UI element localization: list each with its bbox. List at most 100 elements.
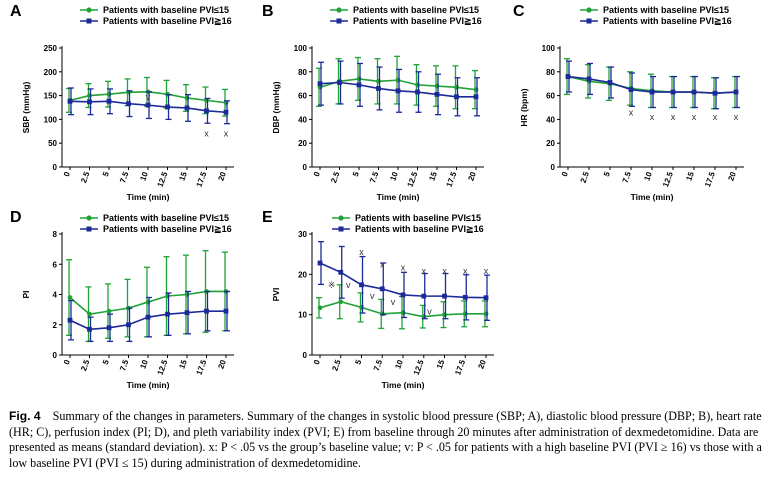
data-point [223, 308, 229, 314]
figure: A Patients with baseline PVI≤15 Patients w… [10, 3, 744, 390]
data-point [434, 92, 440, 97]
legend-label: Patients with baseline PVI≧16 [353, 16, 482, 26]
legend-entry: Patients with baseline PVI≤15 [580, 5, 729, 15]
significance-marker: x [734, 112, 739, 122]
x-tick-label: 17.5 [445, 170, 459, 188]
x-tick-label: 17.5 [195, 170, 209, 188]
x-tick-label: 20 [726, 170, 738, 182]
y-tick-label: 20 [298, 270, 307, 279]
y-tick-label: 8 [53, 230, 58, 239]
series-low [66, 249, 229, 343]
data-point [395, 77, 401, 83]
data-point [628, 87, 634, 93]
legend-label: Patients with baseline PVI≧16 [355, 224, 484, 234]
x-tick-label: 12.5 [406, 170, 420, 188]
legend-marker [86, 226, 92, 232]
x-tick-label: 15 [684, 170, 696, 182]
y-tick-label: 100 [44, 115, 58, 124]
data-point [379, 286, 385, 292]
x-tick-label: 5 [351, 170, 361, 178]
data-point [712, 90, 718, 96]
y-tick-label: 80 [546, 68, 555, 77]
series-high [67, 87, 230, 125]
legend-entry: Patients with baseline PVI≤15 [332, 213, 481, 223]
y-tick-label: 100 [542, 44, 556, 53]
data-point [87, 311, 92, 317]
significance-marker: x [484, 266, 489, 276]
x-tick-label: 0 [560, 170, 570, 178]
panel-letter: A [10, 3, 22, 20]
x-tick-label: 7.5 [372, 358, 384, 372]
legend-marker [336, 7, 342, 13]
data-point [223, 109, 229, 115]
data-point [462, 311, 468, 317]
caption-text: Summary of the changes in parameters. Su… [9, 409, 762, 470]
data-point [106, 308, 112, 314]
legend-marker [586, 7, 592, 13]
x-axis-label: Time (min) [377, 192, 420, 202]
y-tick-label: 6 [53, 260, 58, 269]
data-point [338, 269, 344, 275]
y-tick-label: 200 [44, 68, 58, 77]
panel-letter: D [10, 209, 22, 226]
data-point [106, 325, 112, 331]
legend-marker [336, 18, 342, 24]
significance-marker: x [422, 266, 427, 276]
significance-marker: v [346, 280, 351, 290]
data-point [317, 305, 323, 311]
data-point [184, 95, 190, 101]
data-point [483, 295, 489, 301]
data-point [145, 314, 151, 320]
data-point [415, 89, 420, 95]
significance-marker: x [629, 107, 634, 117]
x-tick-label: 10 [642, 170, 654, 182]
x-tick-label: 15 [177, 358, 189, 370]
data-point [356, 76, 362, 82]
y-tick-label: 30 [298, 230, 307, 239]
data-point [126, 101, 131, 107]
y-tick-label: 60 [298, 92, 307, 101]
data-point [184, 292, 190, 297]
legend-label: Patients with baseline PVI≧16 [603, 16, 732, 26]
y-tick-label: 40 [546, 115, 555, 124]
significance-marker: v [370, 291, 375, 301]
data-point [434, 83, 440, 89]
series-high [317, 241, 490, 321]
data-point [338, 299, 344, 305]
legend-label: Patients with baseline PVI≧16 [103, 16, 232, 26]
legend-label: Patients with baseline PVI≤15 [355, 213, 481, 223]
series-high [67, 290, 230, 343]
significance-marker: v [391, 297, 396, 307]
x-axis-label: Time (min) [631, 192, 674, 202]
y-tick-label: 100 [294, 44, 308, 53]
legend-label: Patients with baseline PVI≤15 [103, 213, 229, 223]
x-axis-label: Time (min) [127, 192, 170, 202]
x-tick-label: 5 [101, 170, 111, 178]
data-point [691, 89, 697, 95]
x-tick-label: 12.5 [412, 358, 426, 376]
y-axis-label: SBP (mmHg) [21, 81, 31, 133]
y-tick-label: 60 [546, 92, 555, 101]
data-point [337, 80, 342, 85]
data-point [356, 82, 362, 88]
x-tick-label: 17.5 [453, 358, 467, 376]
significance-marker: x [692, 112, 697, 122]
legend-entry: Patients with baseline PVI≤15 [80, 213, 229, 223]
data-point [67, 98, 73, 104]
data-point [473, 87, 479, 93]
legend-marker [338, 215, 344, 221]
x-tick-label: 2.5 [329, 170, 341, 184]
y-tick-label: 2 [53, 321, 58, 330]
data-point [400, 310, 406, 316]
data-point [586, 76, 592, 82]
y-axis-label: PI [21, 290, 31, 298]
data-point [670, 89, 676, 95]
significance-marker: ※ [328, 280, 336, 290]
x-tick-label: 15 [435, 358, 447, 370]
x-tick-label: 5 [353, 358, 363, 366]
y-tick-label: 0 [303, 351, 308, 360]
data-point [376, 86, 381, 91]
